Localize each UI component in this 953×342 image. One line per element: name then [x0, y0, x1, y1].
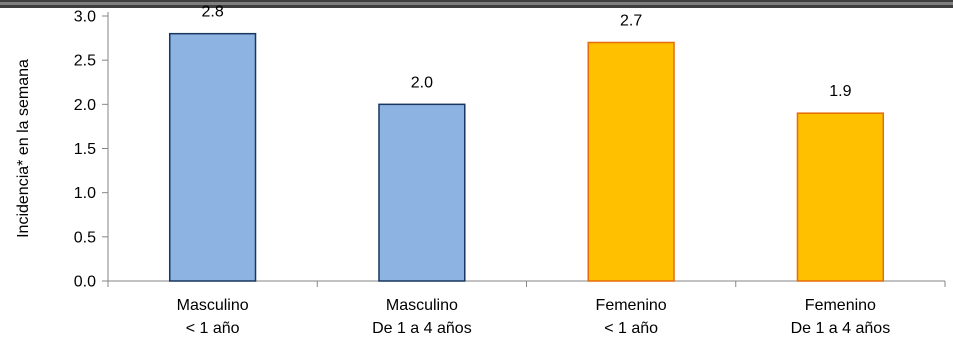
data-labels: 2.8 2.0 2.7 1.9: [202, 4, 852, 100]
x-category-label: < 1 año: [604, 320, 658, 337]
x-category-label: Masculino: [386, 297, 458, 314]
y-axis-title: Incidencia* en la semana: [15, 59, 32, 238]
x-axis: Masculino < 1 año Masculino De 1 a 4 años Fe…: [107, 280, 946, 337]
x-category-label: Femenino: [596, 297, 667, 314]
x-category-label: Femenino: [805, 297, 876, 314]
y-tick-label: 2.5: [74, 53, 96, 70]
bar-value-label: 2.0: [411, 74, 433, 91]
y-tick-label: 1.0: [74, 185, 96, 202]
y-tick-label: 0.5: [74, 229, 96, 246]
y-axis-title-group: Incidencia* en la semana: [15, 59, 32, 238]
y-tick-label: 2.0: [74, 97, 96, 114]
y-tick-label: 3.0: [74, 9, 96, 26]
x-category-label: Masculino: [177, 297, 249, 314]
bars: [168, 32, 885, 282]
bar-value-label: 2.7: [620, 13, 642, 30]
bar: [378, 103, 466, 282]
x-category-label: < 1 año: [186, 320, 240, 337]
x-category-label: De 1 a 4 años: [791, 320, 891, 337]
bar: [796, 112, 885, 282]
bar: [168, 32, 257, 282]
bar: [587, 41, 675, 282]
bar-value-label: 1.9: [829, 83, 851, 100]
y-tick-label: 0.0: [74, 274, 96, 291]
y-tick-label: 1.5: [74, 141, 96, 158]
bar-value-label: 2.8: [202, 4, 224, 21]
x-category-label: De 1 a 4 años: [372, 320, 472, 337]
y-axis: 0.0 0.5 1.0 1.5 2.0 2.5 3.0: [74, 9, 109, 291]
top-frame-highlight: [0, 2, 953, 5]
